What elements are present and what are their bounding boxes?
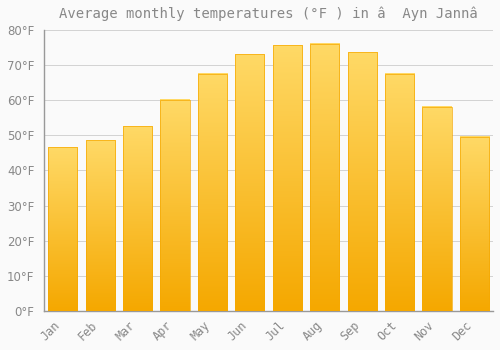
Bar [385, 74, 414, 311]
Bar [48, 147, 78, 311]
Title: Average monthly temperatures (°F ) in â  Ayn Jannâ: Average monthly temperatures (°F ) in â … [59, 7, 478, 21]
Bar [198, 74, 227, 311]
Bar [86, 140, 115, 311]
Bar [272, 46, 302, 311]
Bar [460, 137, 489, 311]
Bar [160, 100, 190, 311]
Bar [123, 126, 152, 311]
Bar [235, 54, 264, 311]
Bar [422, 107, 452, 311]
Bar [348, 52, 376, 311]
Bar [310, 44, 340, 311]
